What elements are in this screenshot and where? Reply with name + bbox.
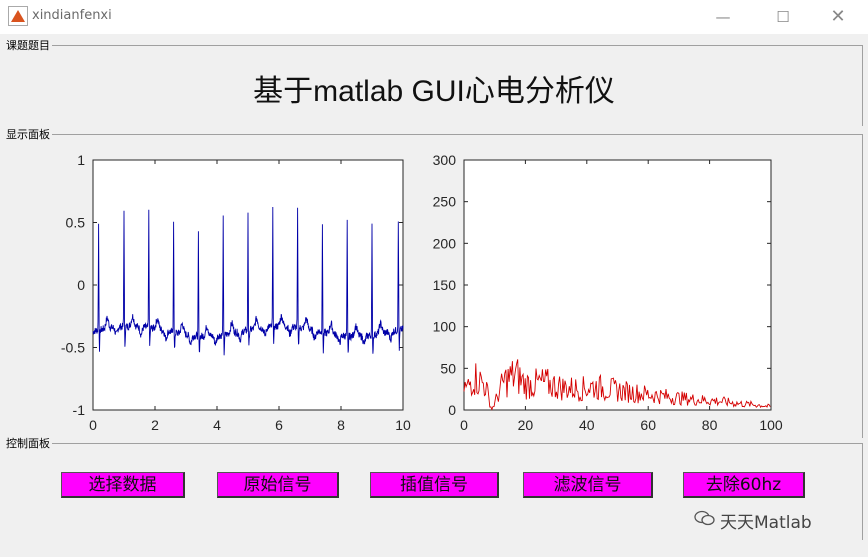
remove-60hz-button[interactable]: 去除60hz bbox=[683, 472, 805, 498]
page-title: 基于matlab GUI心电分析仪 bbox=[253, 75, 615, 108]
spectrum-x-tick-label: 80 bbox=[702, 417, 718, 433]
control-panel bbox=[4, 443, 863, 540]
filter-signal-button[interactable]: 滤波信号 bbox=[523, 472, 653, 498]
spectrum-plot-area bbox=[463, 159, 772, 411]
spectrum-y-tick-label: 0 bbox=[448, 402, 456, 418]
ecg-x-tick-label: 2 bbox=[151, 417, 159, 433]
control-panel-label: 控制面板 bbox=[4, 437, 52, 450]
spectrum-y-tick-label: 100 bbox=[433, 319, 457, 335]
spectrum-series-line bbox=[463, 359, 771, 411]
wechat-icon bbox=[694, 510, 715, 526]
interp-signal-button[interactable]: 插值信号 bbox=[370, 472, 499, 498]
close-icon[interactable]: ✕ bbox=[830, 6, 846, 27]
topic-panel bbox=[4, 45, 863, 126]
spectrum-y-tick-label: 200 bbox=[433, 235, 457, 251]
window-title: xindianfenxi bbox=[32, 8, 112, 23]
maximize-icon[interactable]: ☐ bbox=[776, 8, 790, 26]
spectrum-x-tick-label: 40 bbox=[579, 417, 595, 433]
spectrum-y-tick-label: 50 bbox=[440, 360, 456, 376]
spectrum-y-tick-label: 150 bbox=[433, 277, 457, 293]
ecg-y-tick-label: 0.5 bbox=[66, 215, 86, 231]
minimize-icon[interactable]: — bbox=[715, 8, 731, 26]
ecg-x-tick-label: 8 bbox=[337, 417, 345, 433]
title-bar: xindianfenxi — ☐ ✕ bbox=[0, 0, 868, 34]
display-panel bbox=[4, 134, 863, 438]
topic-panel-label: 课题题目 bbox=[4, 39, 52, 52]
spectrum-x-tick-label: 0 bbox=[460, 417, 468, 433]
ecg-series-line bbox=[92, 206, 404, 356]
matlab-icon bbox=[8, 6, 28, 26]
spectrum-y-tick-label: 250 bbox=[433, 194, 457, 210]
ecg-y-tick-label: -0.5 bbox=[61, 340, 85, 356]
spectrum-x-tick-label: 100 bbox=[759, 417, 783, 433]
raw-signal-button[interactable]: 原始信号 bbox=[217, 472, 339, 498]
ecg-x-tick-label: 0 bbox=[89, 417, 97, 433]
select-data-button[interactable]: 选择数据 bbox=[61, 472, 185, 498]
ecg-y-tick-label: 1 bbox=[77, 152, 85, 168]
watermark-text: 天天Matlab bbox=[720, 513, 812, 533]
spectrum-x-tick-label: 20 bbox=[518, 417, 534, 433]
ecg-x-tick-label: 4 bbox=[213, 417, 221, 433]
ecg-y-tick-label: 0 bbox=[77, 277, 85, 293]
spectrum-x-tick-label: 60 bbox=[640, 417, 656, 433]
spectrum-y-tick-label: 300 bbox=[433, 152, 457, 168]
ecg-y-tick-label: -1 bbox=[73, 402, 86, 418]
ecg-x-tick-label: 6 bbox=[275, 417, 283, 433]
display-panel-label: 显示面板 bbox=[4, 128, 52, 141]
ecg-x-tick-label: 10 bbox=[395, 417, 411, 433]
